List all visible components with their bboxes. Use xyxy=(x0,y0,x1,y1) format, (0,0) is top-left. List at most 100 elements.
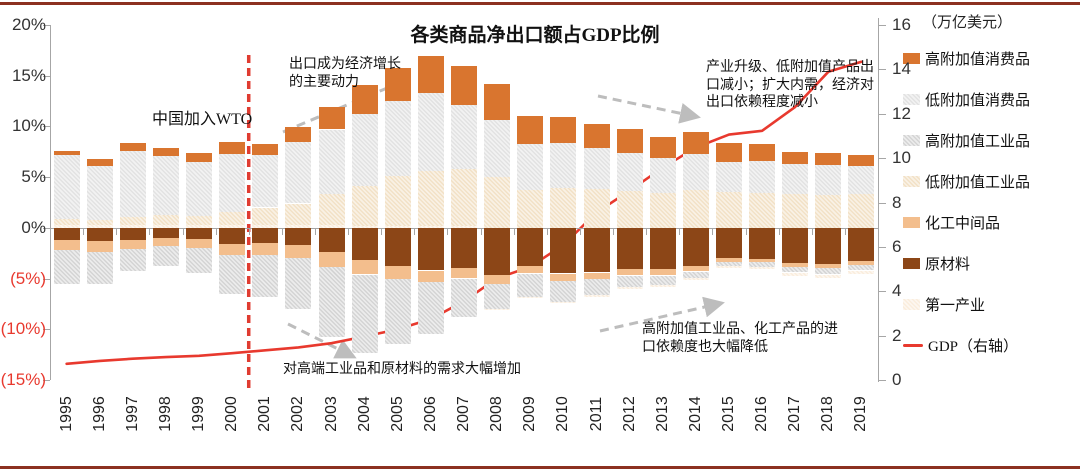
bar-segment xyxy=(649,284,676,287)
bar-segment xyxy=(285,141,312,204)
bar-segment xyxy=(682,266,709,272)
bar-segment xyxy=(484,274,511,284)
bar-segment xyxy=(716,258,742,263)
bar-segment xyxy=(484,309,511,310)
bar-segment xyxy=(119,240,146,250)
legend-item: 高附加值工业品 xyxy=(903,130,1030,151)
bar-segment xyxy=(682,271,709,278)
x-axis-year-label: 2018 xyxy=(819,396,837,432)
bar-segment xyxy=(186,239,212,249)
legend-swatch xyxy=(903,217,920,228)
bar-segment xyxy=(616,227,643,270)
bar-segment xyxy=(119,150,146,217)
left-axis-label: (15%) xyxy=(0,370,46,389)
bar-segment xyxy=(152,227,179,238)
left-axis-tick xyxy=(43,177,50,179)
x-axis-tick xyxy=(513,227,515,235)
legend-item: 低附加值工业品 xyxy=(903,171,1030,192)
left-axis-tick xyxy=(43,278,50,280)
bar-segment xyxy=(616,152,643,192)
x-axis-tick xyxy=(480,227,482,235)
bar-segment xyxy=(384,67,411,102)
right-axis-tick xyxy=(879,113,886,115)
bar-segment xyxy=(484,227,511,275)
bar-segment xyxy=(716,142,742,162)
x-axis-tick xyxy=(50,227,51,235)
bar-segment xyxy=(550,142,577,189)
bar-segment xyxy=(252,255,279,297)
left-axis-tick xyxy=(43,126,50,128)
bar-segment xyxy=(749,259,776,263)
bar-segment xyxy=(716,266,742,269)
bar-segment xyxy=(417,281,444,335)
x-axis-year-label: 2014 xyxy=(686,396,704,432)
legend-swatch xyxy=(903,94,920,105)
bar-segment xyxy=(550,280,577,302)
bar-segment xyxy=(682,131,709,154)
bar-segment xyxy=(252,224,279,228)
bar-segment xyxy=(749,160,776,194)
x-axis-tick xyxy=(745,227,747,235)
x-axis-tick xyxy=(182,227,184,235)
bar-segment xyxy=(782,267,809,273)
x-axis-tick xyxy=(878,227,879,235)
left-axis-tick xyxy=(43,329,50,331)
x-axis-year-label: 2003 xyxy=(322,396,340,432)
x-axis-tick xyxy=(116,227,118,235)
bar-segment xyxy=(53,150,80,155)
bar-segment xyxy=(86,227,113,242)
bar-segment xyxy=(417,93,444,172)
bar-segment xyxy=(583,272,610,279)
bar-segment xyxy=(252,154,279,208)
top-rule xyxy=(0,2,1080,5)
bar-segment xyxy=(53,218,80,225)
legend-line-swatch xyxy=(903,344,923,347)
annotation-industry-upgrade: 产业升级、低附加值产品出 口减小；扩大内需，经济对 出口依赖程度减小 xyxy=(706,60,874,110)
bar-segment xyxy=(351,227,378,261)
x-axis-tick xyxy=(149,227,151,235)
x-axis-year-label: 1999 xyxy=(190,396,207,432)
bar-segment xyxy=(716,262,742,267)
right-axis-label: 8 xyxy=(892,192,902,212)
bar-segment xyxy=(384,266,411,279)
left-axis-tick xyxy=(43,227,50,229)
x-axis-tick xyxy=(447,227,449,235)
bar-segment xyxy=(417,227,444,271)
bar-segment xyxy=(219,153,246,212)
legend-swatch xyxy=(903,135,920,146)
bar-segment xyxy=(550,273,577,281)
x-axis-year-label: 1998 xyxy=(156,396,174,432)
bar-segment xyxy=(782,151,809,164)
bar-segment xyxy=(749,193,776,228)
x-axis-year-label: 2008 xyxy=(488,396,506,432)
bar-segment xyxy=(517,116,544,144)
x-axis-year-label: 2005 xyxy=(388,396,406,432)
x-axis-tick xyxy=(215,227,217,235)
bar-segment xyxy=(451,227,477,269)
legend-swatch xyxy=(903,299,920,310)
bar-segment xyxy=(451,225,477,228)
bar-segment xyxy=(86,224,113,228)
left-axis-label: (10%) xyxy=(0,319,46,339)
bar-segment xyxy=(152,155,179,215)
legend-swatch xyxy=(903,258,920,269)
legend-label: 高附加值消费品 xyxy=(925,52,1031,68)
bar-segment xyxy=(517,266,544,274)
bar-segment xyxy=(53,154,80,219)
x-axis-tick xyxy=(414,227,416,235)
bar-segment xyxy=(417,56,444,93)
bar-segment xyxy=(285,203,312,225)
bar-segment xyxy=(815,152,842,165)
bar-segment xyxy=(186,152,212,162)
bar-segment xyxy=(550,188,577,228)
x-axis-year-label: 2001 xyxy=(256,396,274,432)
bar-segment xyxy=(616,128,643,153)
bar-segment xyxy=(384,225,411,228)
right-axis-label: 0 xyxy=(892,370,902,389)
x-axis-year-label: 1996 xyxy=(90,396,108,432)
bar-segment xyxy=(848,154,875,166)
left-axis-line xyxy=(50,25,51,380)
bar-segment xyxy=(186,224,212,228)
left-axis-label: 10% xyxy=(11,116,46,136)
bar-segment xyxy=(384,101,411,177)
